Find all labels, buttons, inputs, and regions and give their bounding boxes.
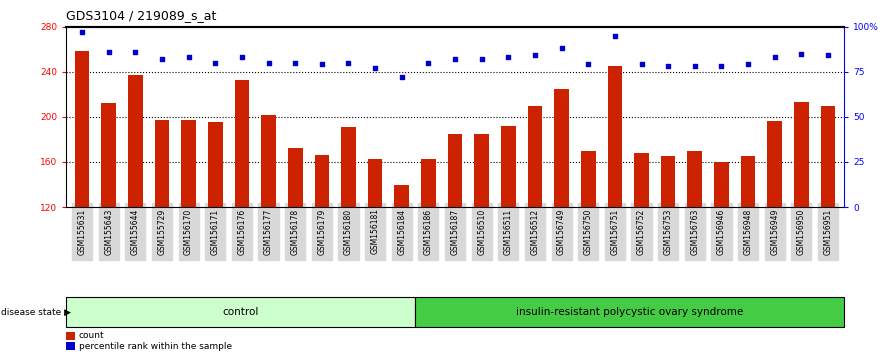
Point [395,74,409,80]
Point [315,62,329,67]
Bar [66,331,75,339]
Point [181,55,196,60]
Point [288,60,302,65]
Bar [608,66,622,343]
Bar [395,184,409,343]
Bar [687,151,702,343]
Point [101,49,115,55]
Bar [821,105,835,343]
Bar [741,156,755,343]
Bar [581,151,596,343]
Point [581,62,596,67]
Text: control: control [222,307,259,318]
Text: count: count [78,331,104,340]
Point [714,63,729,69]
Point [821,53,835,58]
Point [155,56,169,62]
Bar [367,159,382,343]
Point [528,53,542,58]
Bar [634,153,648,343]
Bar [208,122,223,343]
Point [368,65,382,71]
Point [421,60,435,65]
Bar [262,115,276,343]
Text: percentile rank within the sample: percentile rank within the sample [78,342,232,350]
Bar [315,155,329,343]
Bar [415,297,844,327]
Bar [341,127,356,343]
Point [129,49,143,55]
Point [501,55,515,60]
Bar [75,51,89,343]
Bar [448,134,463,343]
Point [767,55,781,60]
Point [741,62,755,67]
Bar [234,80,249,343]
Bar [661,156,676,343]
Point [554,45,568,51]
Bar [474,134,489,343]
Bar [421,159,436,343]
Bar [155,120,169,343]
Bar [181,120,196,343]
Text: GDS3104 / 219089_s_at: GDS3104 / 219089_s_at [66,9,217,22]
Bar [128,75,143,343]
Point [262,60,276,65]
Point [795,51,809,56]
Point [75,29,89,35]
Point [235,55,249,60]
Bar [528,105,543,343]
Bar [101,103,116,343]
Point [342,60,356,65]
Point [475,56,489,62]
Bar [501,126,515,343]
Point [634,62,648,67]
Bar [66,297,415,327]
Bar [767,121,782,343]
Point [608,33,622,39]
Bar [554,88,569,343]
Text: insulin-resistant polycystic ovary syndrome: insulin-resistant polycystic ovary syndr… [515,307,743,318]
Point [208,60,222,65]
Bar [288,148,302,343]
Bar [794,102,809,343]
Point [688,63,702,69]
Bar [66,342,75,350]
Text: disease state ▶: disease state ▶ [1,308,70,317]
Bar [714,162,729,343]
Point [448,56,462,62]
Point [661,63,675,69]
